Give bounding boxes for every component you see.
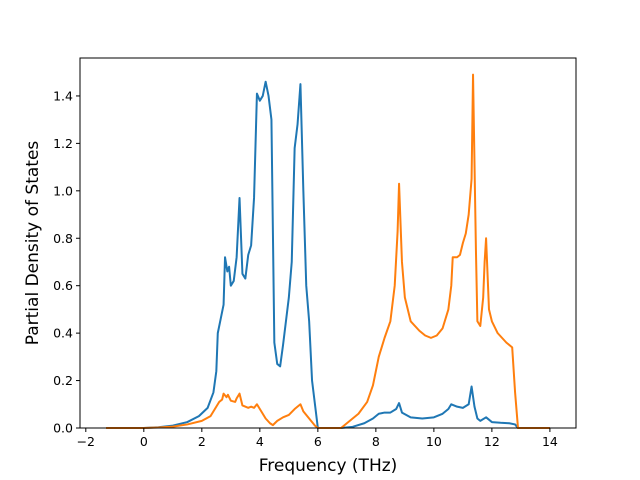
x-axis-ticks: −2 0 2 4 6 8 10 12 14 (77, 428, 558, 449)
x-tick-label: 10 (426, 434, 442, 449)
y-tick-label: 1.0 (53, 183, 73, 198)
x-tick-label: 8 (372, 434, 380, 449)
y-tick-label: 0.8 (53, 231, 73, 246)
x-tick-label: 14 (542, 434, 558, 449)
y-tick-label: 1.4 (53, 88, 73, 103)
series-line-2 (106, 73, 550, 429)
y-tick-label: 1.2 (53, 136, 73, 151)
x-tick-label: 6 (314, 434, 322, 449)
y-axis-label: Partial Density of States (23, 141, 43, 346)
x-tick-label: 12 (484, 434, 500, 449)
x-axis-label: Frequency (THz) (259, 456, 398, 476)
x-tick-label: 0 (140, 434, 148, 449)
y-tick-label: 0.4 (53, 326, 73, 341)
x-tick-label: 2 (198, 434, 206, 449)
x-tick-label: 4 (256, 434, 264, 449)
plot-background (80, 58, 576, 428)
series-layer (106, 73, 550, 429)
y-tick-label: 0.0 (53, 421, 73, 436)
y-axis-ticks: 0.0 0.2 0.4 0.6 0.8 1.0 1.2 1.4 (53, 88, 80, 436)
plot-frame (79, 57, 577, 429)
series-line-1 (106, 80, 550, 429)
x-tick-label: −2 (77, 434, 95, 449)
y-tick-label: 0.6 (53, 278, 73, 293)
y-tick-label: 0.2 (53, 373, 73, 388)
